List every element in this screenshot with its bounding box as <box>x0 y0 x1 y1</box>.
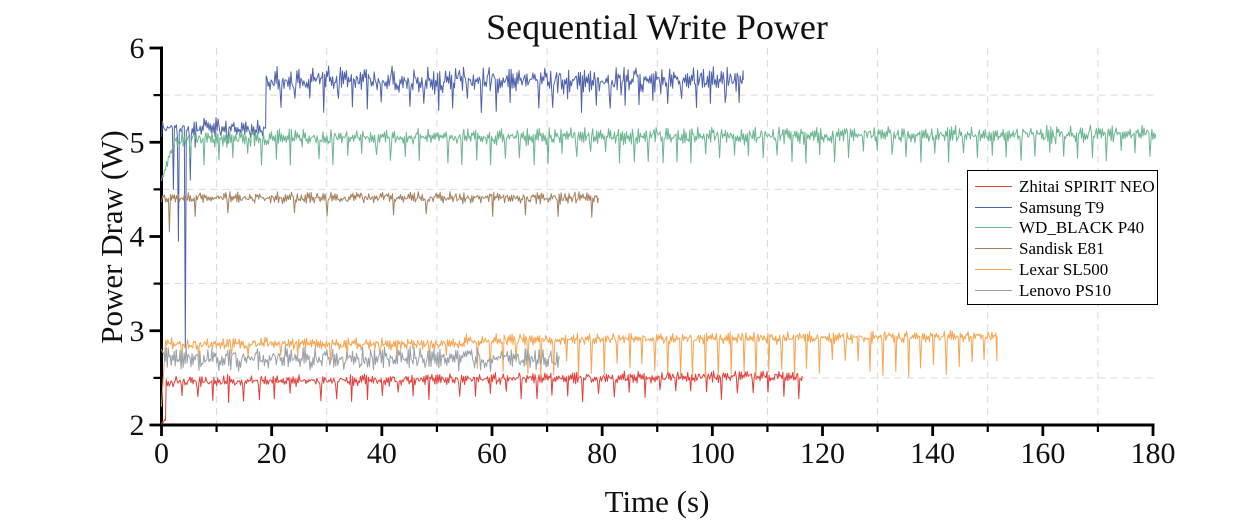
x-tick-label: 0 <box>154 437 169 470</box>
legend-swatch <box>975 227 1012 229</box>
legend-item: Zhitai SPIRIT NEO <box>975 176 1155 197</box>
legend-item-label: WD_BLACK P40 <box>1019 218 1145 238</box>
legend-item: Sandisk E81 <box>975 238 1155 259</box>
x-tick-label: 140 <box>910 437 955 470</box>
y-tick-label: 2 <box>130 409 145 442</box>
y-tick-label: 4 <box>130 221 145 254</box>
x-axis-title: Time (s) <box>604 484 710 519</box>
x-tick-label: 20 <box>257 437 287 470</box>
x-tick-label: 160 <box>1020 437 1065 470</box>
legend-item-label: Sandisk E81 <box>1019 239 1105 259</box>
x-tick-label: 180 <box>1131 437 1176 470</box>
y-tick-label: 3 <box>130 315 145 348</box>
legend: Zhitai SPIRIT NEO Samsung T9 WD_BLACK P40 S… <box>967 170 1158 305</box>
y-tick-label: 6 <box>130 32 145 65</box>
legend-item: Lexar SL500 <box>975 259 1155 280</box>
y-axis-title: Power Draw (W) <box>94 130 129 344</box>
legend-swatch <box>975 206 1012 208</box>
series-line-samsung-t9 <box>161 65 744 349</box>
series-line-sandisk-e81 <box>161 191 599 233</box>
legend-item: Samsung T9 <box>975 197 1155 218</box>
x-tick-label: 80 <box>587 437 617 470</box>
chart-title: Sequential Write Power <box>486 7 828 47</box>
series-line-lenovo-ps10 <box>161 345 560 372</box>
legend-item: Lenovo PS10 <box>975 280 1155 301</box>
x-tick-label: 40 <box>367 437 397 470</box>
series-line-lexar-sl500 <box>161 330 998 407</box>
y-tick-label: 5 <box>130 126 145 159</box>
x-tick-label: 120 <box>800 437 845 470</box>
series-line-zhitai-spirit-neo <box>161 370 803 425</box>
series-line-wd-black-p40 <box>161 124 1157 181</box>
legend-swatch <box>975 269 1012 271</box>
x-tick-label: 60 <box>477 437 507 470</box>
legend-item-label: Zhitai SPIRIT NEO <box>1019 176 1155 196</box>
legend-item: WD_BLACK P40 <box>975 218 1155 239</box>
legend-swatch <box>975 289 1012 291</box>
legend-item-label: Lenovo PS10 <box>1019 280 1112 300</box>
legend-swatch <box>975 185 1012 187</box>
legend-item-label: Samsung T9 <box>1019 197 1105 217</box>
legend-item-label: Lexar SL500 <box>1019 260 1109 280</box>
legend-swatch <box>975 248 1012 250</box>
x-tick-label: 100 <box>690 437 735 470</box>
